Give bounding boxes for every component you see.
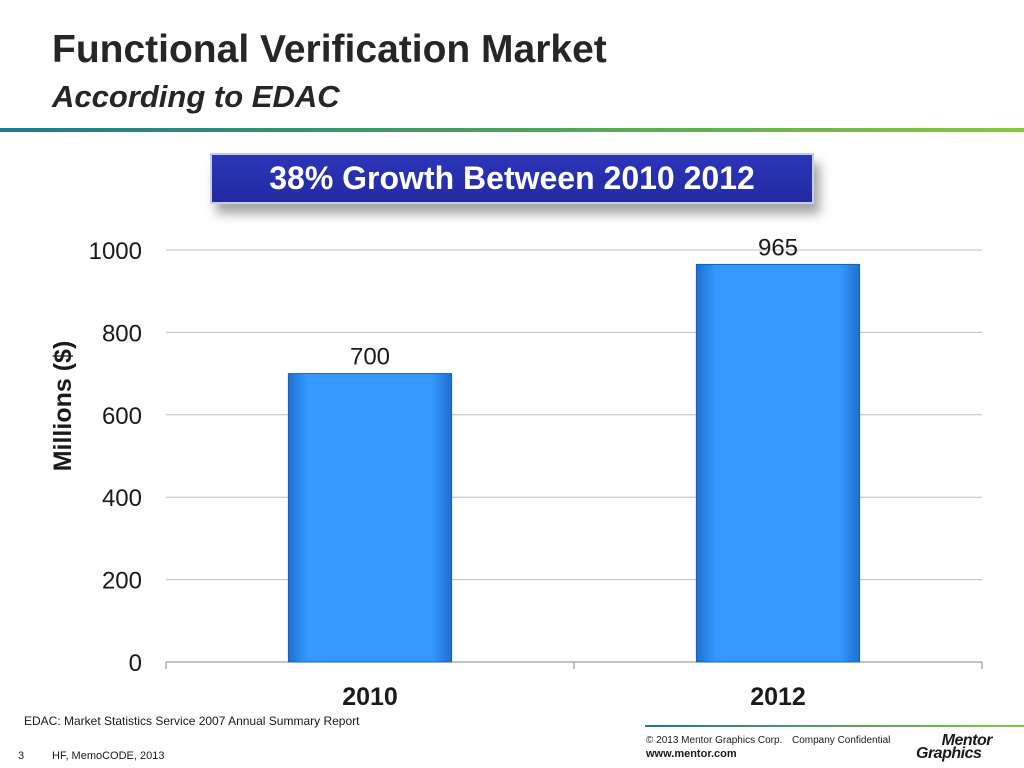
bar-2010 bbox=[287, 373, 453, 663]
x-category-label-2012: 2012 bbox=[750, 683, 806, 711]
slide-subtitle: According to EDAC bbox=[52, 79, 340, 114]
source-footnote: EDAC: Market Statistics Service 2007 Ann… bbox=[24, 714, 360, 728]
slide-title: Functional Verification Market bbox=[52, 28, 607, 71]
growth-callout: 38% Growth Between 2010 2012 bbox=[210, 153, 814, 204]
logo-line-2: Graphics bbox=[916, 745, 982, 762]
y-tick-label-1000: 1000 bbox=[89, 238, 142, 265]
logo-line-1: Mentor bbox=[941, 732, 993, 749]
data-label-2012: 965 bbox=[758, 234, 798, 261]
mentor-graphics-logo: Mentor Graphics bbox=[916, 732, 998, 762]
confidential-text: Company Confidential bbox=[792, 735, 891, 746]
bar-2012 bbox=[695, 263, 861, 663]
y-tick-label-0: 0 bbox=[129, 650, 142, 677]
title-divider bbox=[0, 128, 1024, 132]
y-tick-label-400: 400 bbox=[102, 485, 142, 512]
copyright-text: © 2013 Mentor Graphics Corp. bbox=[646, 735, 783, 746]
y-tick-label-800: 800 bbox=[102, 320, 142, 347]
data-label-2010: 700 bbox=[350, 344, 390, 371]
page-number: 3 bbox=[18, 750, 25, 762]
x-category-label-2010: 2010 bbox=[342, 683, 398, 711]
y-tick-label-600: 600 bbox=[102, 403, 142, 430]
conference-name: HF, MemoCODE, 2013 bbox=[52, 750, 165, 762]
website-link[interactable]: www.mentor.com bbox=[646, 748, 737, 760]
y-axis-title: Millions ($) bbox=[49, 341, 77, 472]
footer-divider bbox=[645, 725, 1024, 727]
y-tick-label-200: 200 bbox=[102, 568, 142, 595]
